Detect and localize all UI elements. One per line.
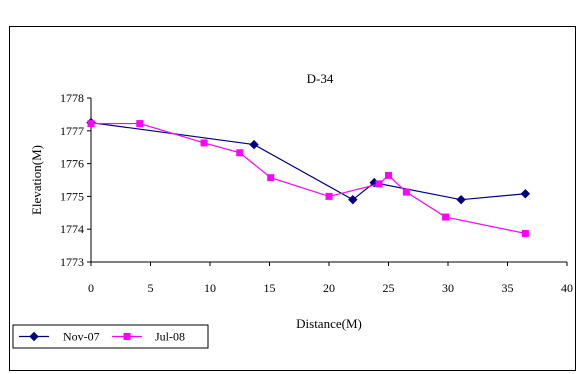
data-point [348,194,358,205]
legend-label: Nov-07 [63,330,100,344]
data-point [521,229,529,237]
data-point [520,189,531,199]
y-axis-title: Elevation(M) [29,145,44,215]
x-tick-label: 40 [561,281,573,295]
y-tick-label: 1777 [60,124,84,138]
data-point [325,192,333,200]
y-tick-label: 1775 [60,189,84,203]
legend-label: Jul-08 [155,330,185,344]
legend: Nov-07 Jul-08 [12,324,209,349]
data-point [385,171,392,179]
data-point [267,174,275,182]
x-tick-label: 20 [323,281,335,295]
x-tick-label: 0 [88,281,94,295]
legend-marker [29,331,39,342]
series-line [90,122,526,201]
legend-item-nov-07: Nov-07 [19,330,100,344]
data-point [236,149,244,157]
x-tick-label: 5 [148,281,154,295]
data-point [200,139,208,147]
data-point [249,139,259,150]
legend-item-jul-08: Jul-08 [112,330,185,344]
data-point [442,213,450,221]
x-axis-ticks: 0 5 10 15 20 25 30 35 40 [88,262,573,295]
data-point [375,180,383,188]
y-tick-label: 1776 [60,157,84,171]
y-tick-label: 1778 [60,91,84,105]
series-line [91,122,526,235]
y-tick-label: 1774 [60,222,84,236]
chart-frame [9,26,576,371]
y-axis-ticks: 1773 1774 1775 1776 1777 1778 [60,91,91,269]
x-tick-label: 25 [383,281,395,295]
series-nov-07 [86,117,531,205]
data-point [136,120,144,128]
series-jul-08 [87,120,529,237]
series-layer [86,117,531,237]
legend-marker [123,333,131,340]
y-tick-label: 1773 [60,255,84,269]
legend-box [12,324,209,349]
x-tick-label: 10 [204,281,216,295]
x-tick-label: 30 [442,281,454,295]
x-axis-title: Distance(M) [296,316,362,331]
chart-title: D-34 [307,71,334,86]
x-tick-label: 35 [502,281,514,295]
data-point [456,194,466,205]
x-tick-label: 15 [264,281,276,295]
data-point [402,188,410,196]
data-point [87,120,95,128]
